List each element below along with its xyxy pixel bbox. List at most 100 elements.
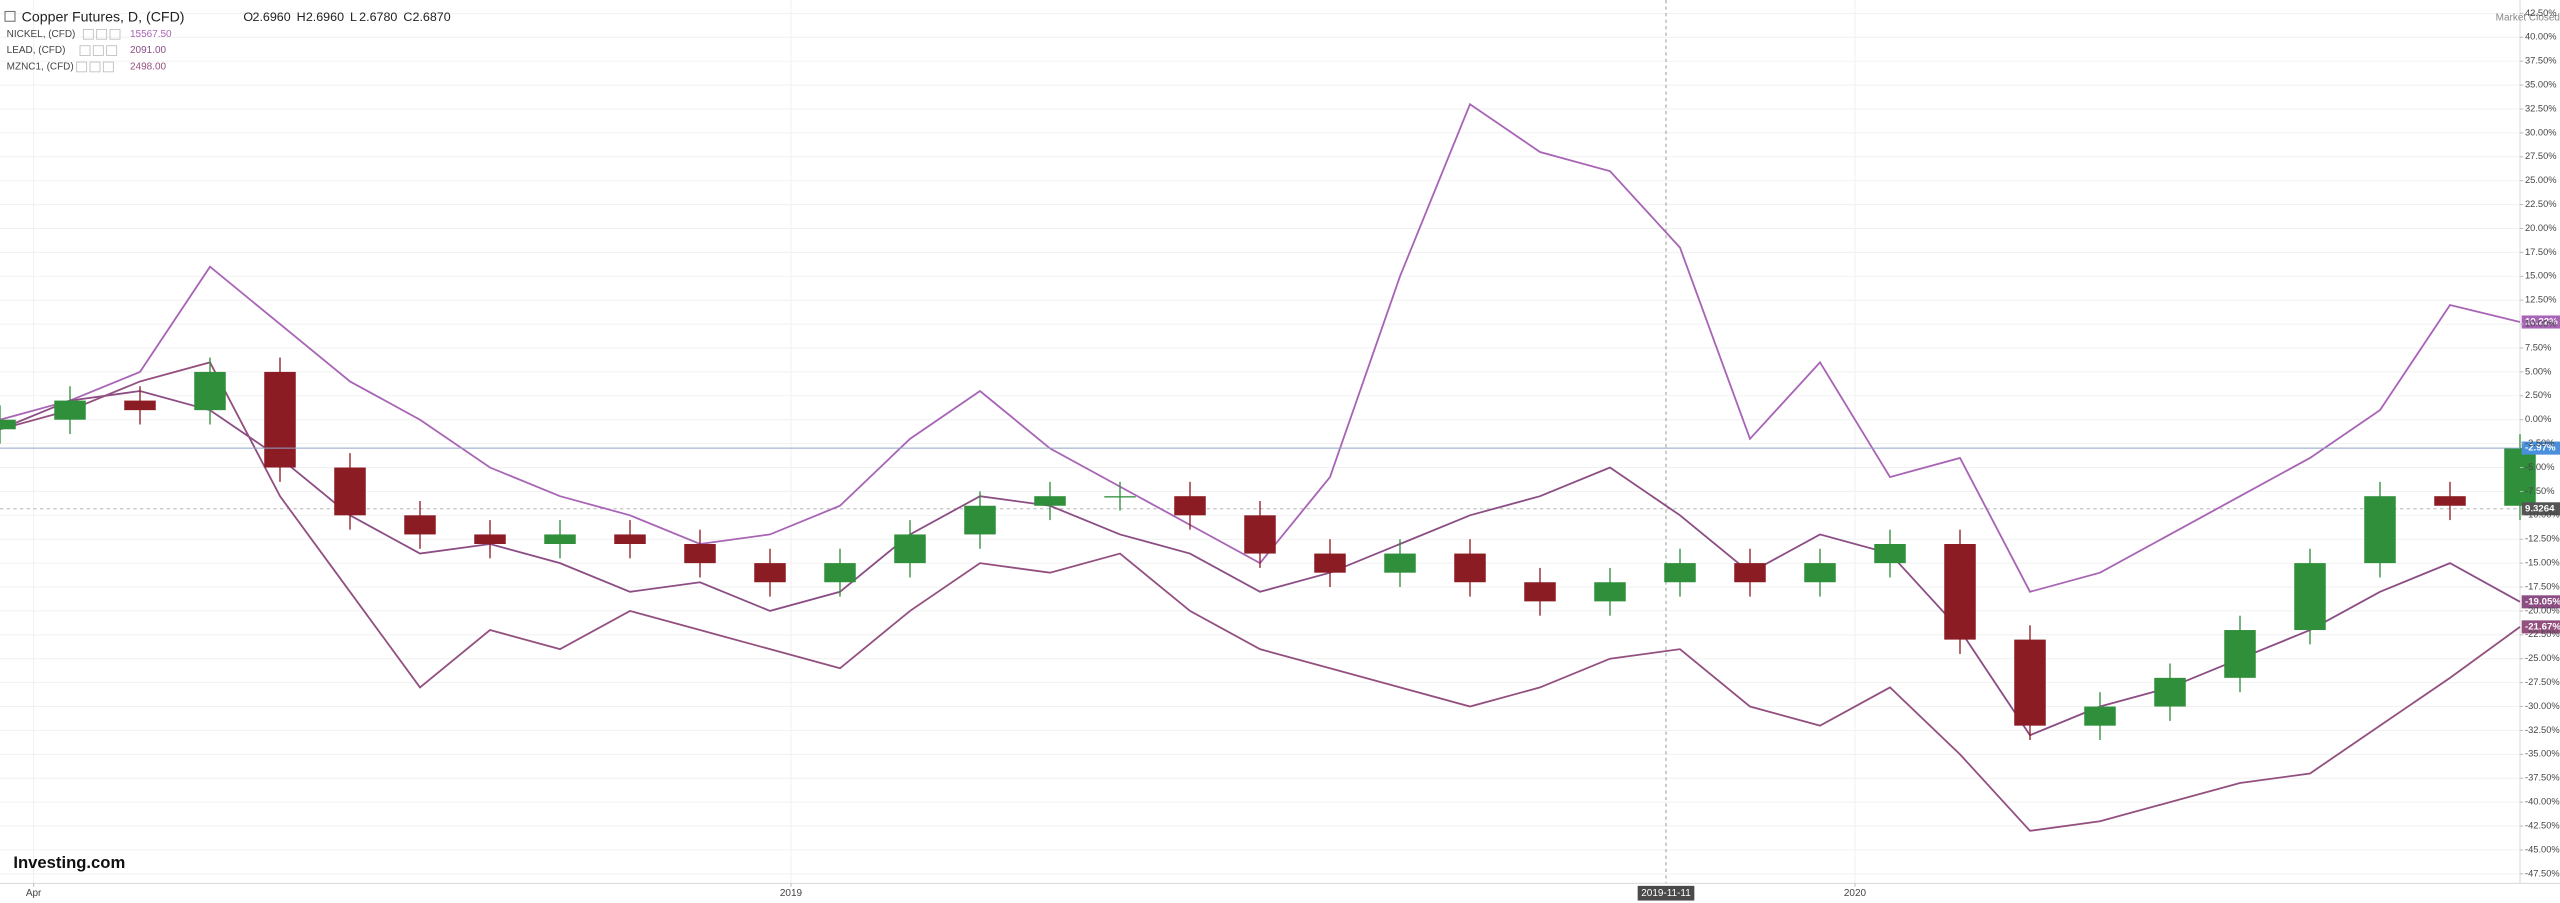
candle-body bbox=[754, 563, 786, 583]
legend-button[interactable] bbox=[76, 61, 88, 73]
y-tick-label: 17.50% bbox=[2525, 247, 2557, 257]
candle-body bbox=[0, 419, 16, 430]
y-tick-label: -15.00% bbox=[2525, 558, 2560, 568]
y-tick-label: -12.50% bbox=[2525, 534, 2560, 544]
y-tick-label: -17.50% bbox=[2525, 582, 2560, 592]
y-tick-label: 15.00% bbox=[2525, 271, 2557, 281]
y-tick-label: 30.00% bbox=[2525, 127, 2557, 137]
candle-body bbox=[2014, 639, 2046, 726]
candle-body bbox=[1594, 582, 1626, 602]
candle-body bbox=[404, 515, 436, 535]
candle-body bbox=[964, 505, 996, 535]
crosshair-tag bbox=[1637, 885, 1695, 901]
y-tick-label: -27.50% bbox=[2525, 677, 2560, 687]
last-value-label: 10.22% bbox=[2525, 317, 2558, 328]
y-tick-label: 2.50% bbox=[2525, 390, 2551, 400]
y-tick-label: -10.00% bbox=[2525, 510, 2560, 520]
candle-body bbox=[1454, 553, 1486, 583]
y-tick-label: -7.50% bbox=[2525, 486, 2555, 496]
ohlc-letter: H bbox=[297, 10, 306, 24]
legend-value: 15567.50 bbox=[130, 29, 172, 40]
y-tick-label: -20.00% bbox=[2525, 605, 2560, 615]
candle-body bbox=[1384, 553, 1416, 573]
x-tick-label: 2020 bbox=[1844, 888, 1867, 899]
candle-body bbox=[2364, 496, 2396, 564]
candle-body bbox=[264, 371, 296, 468]
y-tick-label: 25.00% bbox=[2525, 175, 2557, 185]
candle-body bbox=[1174, 496, 1206, 516]
x-axis: Apr 2019 2020 2019-11-11 bbox=[26, 883, 1867, 901]
y-tick-label: 35.00% bbox=[2525, 80, 2557, 90]
ohlc-letter: L bbox=[350, 10, 357, 24]
candle-body bbox=[1664, 563, 1696, 583]
y-tick-label: -32.50% bbox=[2525, 725, 2560, 735]
ohlc-letter: C bbox=[403, 10, 412, 24]
legend-button[interactable] bbox=[96, 28, 108, 40]
y-tick-label: -5.00% bbox=[2525, 462, 2555, 472]
legend-value: 2498.00 bbox=[130, 62, 167, 73]
collapse-icon[interactable] bbox=[4, 10, 16, 22]
candle-body bbox=[1524, 582, 1556, 602]
candle-body bbox=[1244, 515, 1276, 554]
candle-body bbox=[1314, 553, 1346, 573]
y-tick-label: 12.50% bbox=[2525, 295, 2557, 305]
price-tag bbox=[2521, 502, 2560, 516]
last-value-tag bbox=[2521, 595, 2560, 609]
candle-body bbox=[1874, 544, 1906, 564]
chart-title: Copper Futures, D, (CFD) bbox=[22, 9, 185, 25]
candle-body bbox=[824, 563, 856, 583]
y-tick-label: -42.50% bbox=[2525, 821, 2560, 831]
ohlc-value: 2.6960 bbox=[253, 10, 291, 24]
y-tick-label: 32.50% bbox=[2525, 103, 2557, 113]
candle-body bbox=[1944, 544, 1976, 640]
x-tick-label: 2019 bbox=[780, 888, 803, 899]
ohlc-value: 2.6870 bbox=[413, 10, 451, 24]
y-tick-label: -2.50% bbox=[2525, 438, 2555, 448]
candle-body bbox=[1734, 563, 1766, 583]
y-tick-label: -45.00% bbox=[2525, 844, 2560, 854]
candle-body bbox=[2434, 496, 2466, 506]
y-tick-label: 27.50% bbox=[2525, 151, 2557, 161]
ohlc-letter: O bbox=[243, 10, 253, 24]
legend-button[interactable] bbox=[82, 28, 94, 40]
ohlc-value: 2.6780 bbox=[359, 10, 397, 24]
y-tick-label: -37.50% bbox=[2525, 773, 2560, 783]
plot-area bbox=[0, 102, 2536, 832]
y-tick-label: -47.50% bbox=[2525, 868, 2560, 878]
last-value-label: -2.97% bbox=[2525, 443, 2556, 454]
legend-value: 2091.00 bbox=[130, 45, 167, 56]
candle-body bbox=[2224, 630, 2256, 678]
legend-button[interactable] bbox=[89, 61, 101, 73]
candle-body bbox=[614, 534, 646, 545]
legend-button[interactable] bbox=[102, 61, 114, 73]
ohlc-value: 2.6960 bbox=[306, 10, 344, 24]
brand-logo: Investing.com bbox=[13, 854, 125, 872]
last-value-tag bbox=[2521, 441, 2560, 455]
y-tick-label: -40.00% bbox=[2525, 797, 2560, 807]
y-tick-label: 7.50% bbox=[2525, 343, 2551, 353]
crosshair-label: 2019-11-11 bbox=[1641, 888, 1691, 899]
y-tick-label: 20.00% bbox=[2525, 223, 2557, 233]
y-tick-label: 10.00% bbox=[2525, 319, 2557, 329]
candle-body bbox=[1804, 563, 1836, 583]
legend-name: LEAD, (CFD) bbox=[7, 45, 66, 56]
candle-body bbox=[894, 534, 926, 564]
y-tick-label: -25.00% bbox=[2525, 653, 2560, 663]
candle-body bbox=[124, 400, 156, 411]
candle-body bbox=[2154, 677, 2186, 707]
legend-button[interactable] bbox=[92, 45, 104, 56]
last-value-label: -21.67% bbox=[2525, 621, 2560, 632]
y-tick-label: -35.00% bbox=[2525, 749, 2560, 759]
y-tick-label: 22.50% bbox=[2525, 199, 2557, 209]
candle-body bbox=[54, 400, 86, 420]
series-line bbox=[0, 361, 2521, 832]
ohlc-readout: O 2.6960 H 2.6960 L 2.6780 C 2.6870 bbox=[243, 10, 450, 24]
legend-button[interactable] bbox=[109, 28, 121, 40]
legend-button[interactable] bbox=[106, 45, 118, 56]
candle-body bbox=[544, 534, 576, 545]
legend-button[interactable] bbox=[79, 45, 91, 56]
last-value-tag bbox=[2521, 315, 2560, 329]
